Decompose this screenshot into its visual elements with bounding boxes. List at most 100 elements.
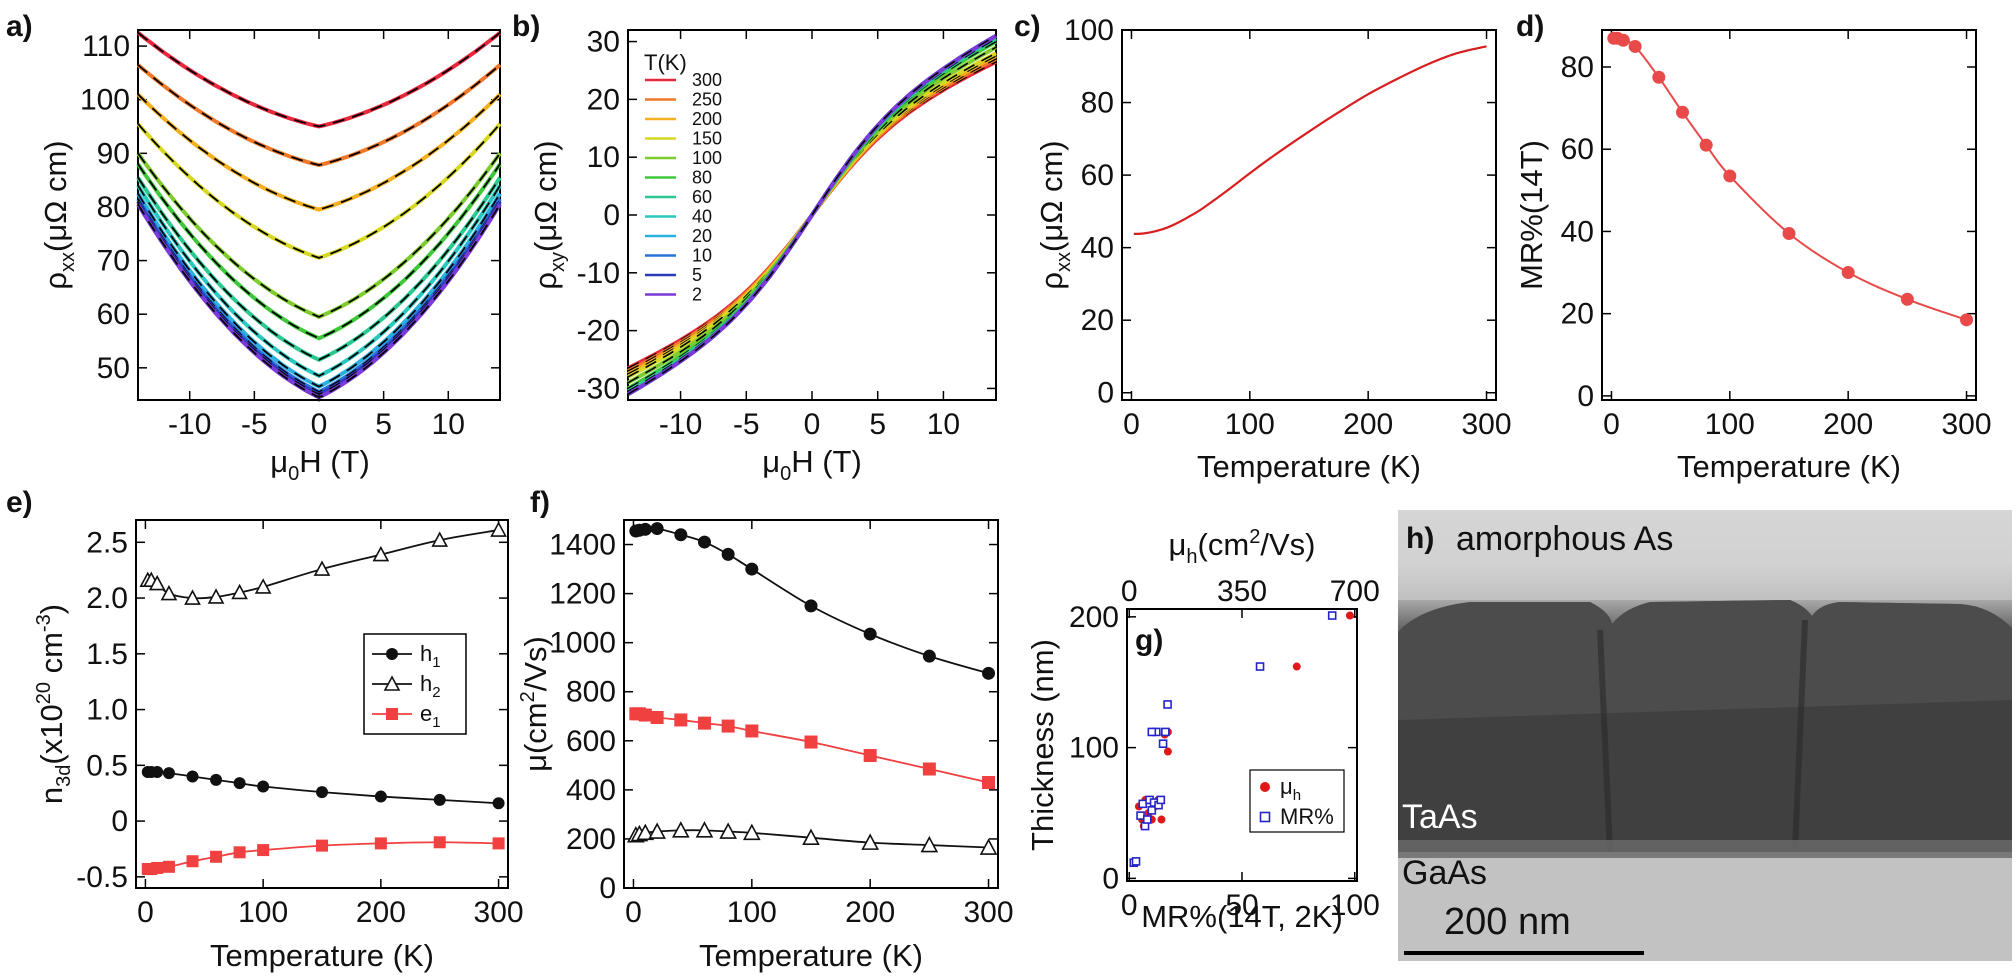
legend-label-40K: 40 — [692, 207, 712, 227]
data-point-circle — [1157, 815, 1166, 824]
x-tick-label: 0 — [1123, 408, 1140, 441]
series-line-200K — [136, 92, 502, 212]
data-point-circle — [745, 562, 759, 576]
data-point-open-square — [1163, 700, 1172, 709]
panel-a-ylabel: ρxx(μΩ cm) — [38, 140, 79, 289]
y-tick-label: 110 — [82, 30, 130, 63]
data-point-triangle — [979, 838, 998, 855]
x-tick-label: 50 — [1225, 889, 1258, 922]
data-point-square — [151, 861, 164, 874]
data-point-circle — [638, 522, 652, 536]
panel-g-ylabel: Thickness (nm) — [1025, 639, 1060, 851]
y-tick-label: 1200 — [549, 578, 616, 611]
x-tick-label: 100 — [727, 896, 777, 929]
data-point-square — [210, 850, 223, 863]
data-point-square — [386, 708, 398, 720]
x-tick-label: 200 — [1343, 408, 1393, 441]
y-tick-label: -0.5 — [76, 861, 128, 894]
data-point-square — [638, 708, 652, 722]
panel-c: c) 0 100 200 300 0 20 40 60 80 100 Temperature (K… — [1014, 10, 1512, 484]
y-tick-label: 0 — [1577, 380, 1594, 413]
data-point-triangle — [372, 545, 390, 562]
legend-label-80K: 80 — [692, 168, 712, 188]
tem-scalebar — [1404, 951, 1644, 955]
data-point-circle — [982, 666, 996, 680]
panel-e-series — [139, 521, 507, 876]
panel-c-series — [1133, 45, 1487, 235]
y-tick-label: 600 — [566, 725, 616, 758]
y-tick-label: 20 — [1561, 298, 1594, 331]
panel-d-xlabel: Temperature (K) — [1677, 449, 1901, 484]
panel-b-ylabel: ρxy(μΩ cm) — [528, 140, 569, 289]
x-tick-label: 5 — [375, 408, 392, 441]
y-tick-label: 1000 — [549, 627, 616, 660]
data-point-triangle — [695, 821, 714, 838]
data-point-triangle — [313, 560, 331, 576]
legend-label-250K: 250 — [692, 90, 722, 110]
panel-c-ylabel: ρxx(μΩ cm) — [1034, 140, 1075, 289]
y-tick-label: 60 — [97, 298, 130, 331]
y-tick-label: 2.5 — [86, 526, 128, 559]
top-x-tick-label: 350 — [1217, 575, 1267, 608]
data-point-open-square — [1147, 727, 1157, 737]
y-tick-label: -30 — [577, 372, 620, 405]
series-line-300K — [136, 31, 502, 129]
data-point-square — [745, 724, 759, 738]
data-point-square — [186, 855, 199, 868]
y-tick-label: 0.5 — [86, 749, 128, 782]
y-tick-label: 100 — [1069, 732, 1119, 765]
y-tick-label: 40 — [1561, 215, 1594, 248]
data-point-square — [863, 749, 877, 763]
fit-line-10K — [137, 198, 501, 394]
series-line-mr — [1613, 37, 1967, 321]
data-point-open-square — [1161, 727, 1170, 737]
data-point-circle — [1675, 105, 1689, 119]
data-point-square — [492, 837, 505, 850]
data-point-circle — [863, 627, 877, 641]
panel-a: a) -10 -5 0 5 10 50 60 70 80 90 100 110 + μ0H (T) ρ… — [6, 10, 502, 485]
y-tick-label: 20 — [587, 83, 620, 116]
legend-label-200K: 200 — [692, 109, 722, 129]
svg-text:μh(cm2/Vs): μh(cm2/Vs) — [1169, 526, 1316, 568]
y-tick-label: 0 — [111, 805, 128, 838]
y-tick-label: 100 — [1064, 14, 1114, 47]
y-tick-label: 0 — [603, 199, 620, 232]
data-point-circle — [257, 780, 270, 793]
panel-c-axes: 0 100 200 300 0 20 40 60 80 100 — [1064, 14, 1512, 441]
data-point-circle — [1345, 611, 1354, 620]
data-point-circle — [433, 793, 446, 806]
y-tick-label: 80 — [97, 191, 130, 224]
data-point-open-square — [1131, 857, 1141, 866]
tem-gaas-substrate — [1398, 858, 2012, 961]
data-point-open-square — [1147, 806, 1157, 815]
svg-text:μ0H (T): μ0H (T) — [270, 444, 370, 485]
y-tick-label: 0 — [1097, 377, 1114, 410]
panel-f: f) 0 100 200 300 0 200 400 600 800 1000 1200 1400 T… — [517, 486, 1014, 973]
data-point-circle — [1699, 138, 1713, 152]
panel-d-series — [1607, 31, 1974, 327]
x-tick-label: 300 — [1462, 408, 1512, 441]
data-point-square — [433, 836, 446, 849]
panel-d-axes: 0 100 200 300 0 20 40 60 80 — [1561, 30, 1992, 441]
data-point-circle — [233, 777, 246, 790]
x-tick-label: -5 — [733, 408, 760, 441]
data-point-circle — [1616, 33, 1630, 47]
tem-film-texture — [1398, 600, 2012, 720]
x-tick-label: 300 — [1942, 408, 1992, 441]
y-tick-label: 200 — [566, 823, 616, 856]
data-point-square — [674, 713, 688, 727]
data-point-circle — [1841, 266, 1855, 280]
fit-line-200K — [137, 93, 501, 211]
legend-label-mr: MR% — [1280, 804, 1334, 829]
panel-e-xlabel: Temperature (K) — [210, 938, 434, 973]
legend-label-300K: 300 — [692, 70, 722, 90]
data-point-circle — [1652, 70, 1666, 84]
data-point-triangle — [861, 833, 880, 850]
panel-c-label: c) — [1014, 10, 1041, 43]
panel-g-label: g) — [1135, 624, 1163, 657]
data-point-open-square — [1142, 815, 1152, 824]
